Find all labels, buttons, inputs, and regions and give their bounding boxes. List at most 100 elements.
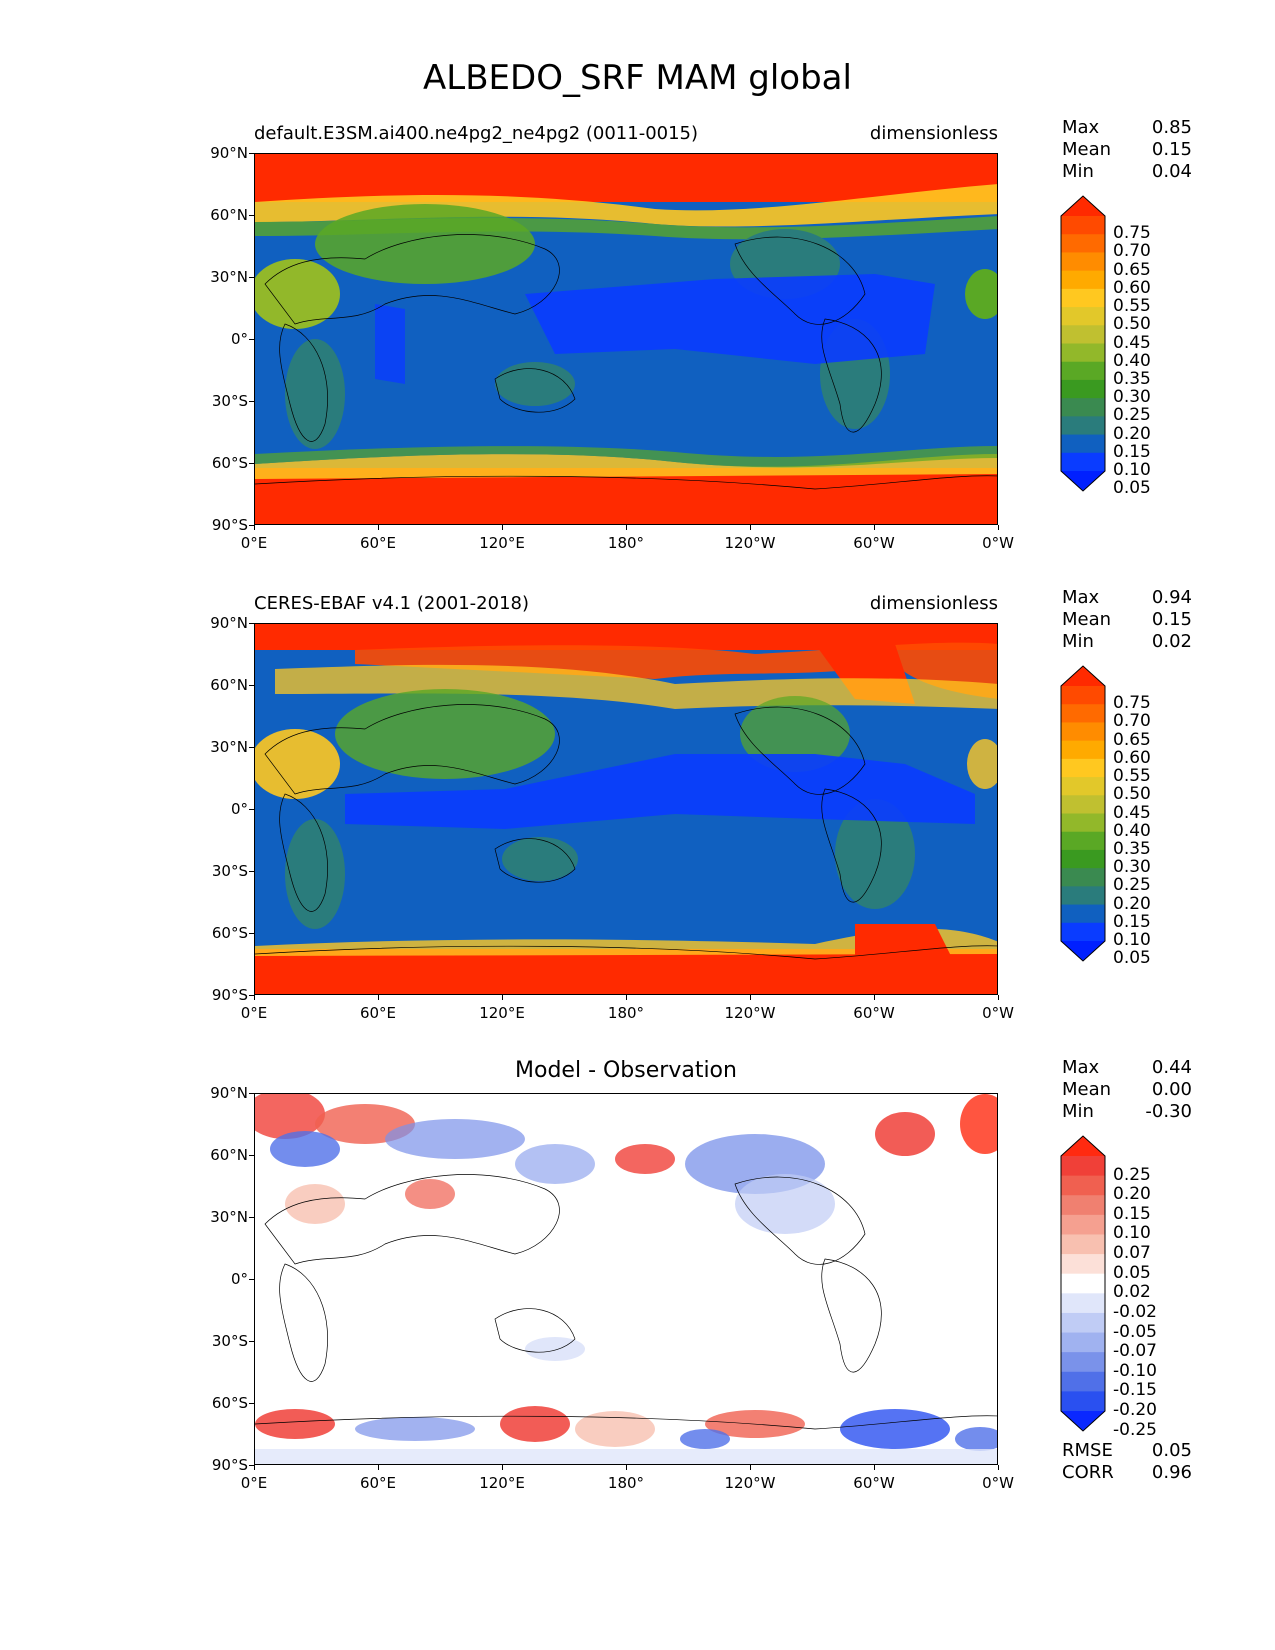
lon-tick-label: 180°	[607, 1474, 645, 1492]
stat-label: Min	[1062, 631, 1094, 652]
colorbar-tick-label: 0.40	[1113, 820, 1151, 841]
colorbar-swatch	[1061, 1312, 1105, 1334]
lon-tick-mark	[254, 1465, 255, 1470]
stat-value: 0.00	[1151, 1079, 1192, 1100]
colorbar-swatch	[1061, 1156, 1105, 1177]
lon-tick-mark	[626, 1465, 627, 1470]
colorbar-tick-label: 0.25	[1113, 875, 1151, 896]
colorbar-tick-label: 0.40	[1113, 350, 1151, 371]
stat-row: CORR 0.96	[1062, 1462, 1192, 1484]
map-obs-svg	[255, 624, 997, 994]
panel-title-left: default.E3SM.ai400.ne4pg2_ne4pg2 (0011-0…	[254, 123, 699, 144]
lon-tick-mark	[626, 995, 627, 1000]
lat-tick-label: 90°N	[210, 144, 248, 162]
stat-row: Mean 0.15	[1062, 609, 1192, 631]
colorbar-swatch	[1061, 740, 1105, 760]
colorbar-tick-label: 0.55	[1113, 296, 1151, 317]
colorbar-swatch	[1061, 795, 1105, 814]
colorbar-swatch	[1061, 686, 1105, 705]
lon-tick-mark	[998, 1465, 999, 1470]
lon-tick-mark	[254, 525, 255, 530]
colorbar-outline	[1060, 195, 1106, 492]
stat-label: CORR	[1062, 1462, 1114, 1483]
lat-tick-mark	[249, 1279, 254, 1280]
stat-label: Max	[1062, 587, 1100, 608]
lon-tick-label: 0°E	[240, 1474, 268, 1492]
colorbar-swatch	[1061, 1332, 1105, 1353]
lat-tick-label: 90°S	[211, 516, 248, 534]
lon-tick-label: 0°E	[240, 534, 268, 552]
lon-tick-mark	[378, 525, 379, 530]
colorbar-tick-label: 0.15	[1113, 1203, 1151, 1224]
stat-row: Min -0.30	[1062, 1101, 1192, 1123]
colorbar-tick-label: 0.05	[1113, 948, 1151, 969]
lat-tick-mark	[249, 277, 254, 278]
colorbar-tick-label: 0.65	[1113, 729, 1151, 750]
stat-value: 0.85	[1151, 117, 1192, 138]
stat-label: Mean	[1062, 609, 1112, 630]
lat-tick-label: 30°N	[210, 1208, 248, 1226]
lon-tick-label: 0°W	[982, 1474, 1014, 1492]
lon-tick-label: 120°E	[479, 1474, 525, 1492]
colorbar-swatch	[1061, 1195, 1105, 1216]
stat-row: Min 0.04	[1062, 161, 1192, 183]
colorbar-swatch	[1061, 1352, 1105, 1373]
colorbar-outline	[1060, 1135, 1106, 1432]
colorbar-swatch	[1061, 831, 1105, 851]
colorbar-swatch	[1061, 1214, 1105, 1235]
colorbar-tick-label: 0.15	[1113, 441, 1151, 462]
colorbar-tick-label: 0.07	[1113, 1243, 1151, 1264]
lon-tick-mark	[874, 525, 875, 530]
lon-tick-mark	[874, 1465, 875, 1470]
colorbar-tick-label: 0.60	[1113, 277, 1151, 298]
lon-tick-label: 180°	[607, 534, 645, 552]
lat-tick-mark	[249, 933, 254, 934]
lat-tick-label: 60°S	[211, 454, 248, 472]
stats-box: Max 0.44 Mean 0.00 Min -0.30	[1062, 1057, 1192, 1123]
colorbar-swatch	[1061, 452, 1105, 472]
lat-tick-mark	[249, 623, 254, 624]
colorbar-tick-label: 0.30	[1113, 857, 1151, 878]
lat-tick-label: 0°	[230, 1270, 248, 1288]
colorbar-tick-label: 0.05	[1113, 1262, 1151, 1283]
colorbar-tick-label: 0.45	[1113, 332, 1151, 353]
lon-tick-label: 120°W	[724, 1004, 776, 1022]
colorbar-swatch	[1061, 398, 1105, 417]
colorbar-extend-top	[1061, 666, 1105, 686]
stat-value: -0.30	[1145, 1101, 1192, 1122]
lat-tick-label: 60°S	[211, 1394, 248, 1412]
colorbar-swatch	[1061, 325, 1105, 344]
lat-tick-mark	[249, 1465, 254, 1466]
colorbar-swatch	[1061, 361, 1105, 381]
colorbar-tick-label: 0.35	[1113, 838, 1151, 859]
lon-tick-mark	[750, 1465, 751, 1470]
colorbar-tick-label: -0.20	[1113, 1400, 1157, 1420]
lon-tick-mark	[378, 995, 379, 1000]
stats-box: Max 0.94 Mean 0.15 Min 0.02	[1062, 587, 1192, 653]
lat-tick-mark	[249, 685, 254, 686]
colorbar-tick-label: 0.35	[1113, 368, 1151, 389]
colorbar-tick-label: 0.55	[1113, 766, 1151, 787]
lon-tick-mark	[626, 525, 627, 530]
lon-tick-mark	[502, 1465, 503, 1470]
colorbar-swatch	[1061, 904, 1105, 924]
lon-tick-label: 0°E	[240, 1004, 268, 1022]
colorbar-extend-top	[1061, 196, 1105, 216]
stat-row: Max 0.85	[1062, 117, 1192, 139]
colorbar-swatch	[1061, 343, 1105, 363]
lat-tick-mark	[249, 215, 254, 216]
lon-tick-label: 0°W	[982, 534, 1014, 552]
colorbar-tick-label: 0.02	[1113, 1282, 1151, 1303]
colorbar-swatch	[1061, 1293, 1105, 1314]
lon-tick-mark	[502, 995, 503, 1000]
colorbar-tick-label: 0.20	[1113, 893, 1151, 914]
stat-label: Mean	[1062, 1079, 1112, 1100]
colorbar-outline	[1060, 665, 1106, 962]
stat-label: Max	[1062, 1057, 1100, 1078]
lat-tick-label: 30°N	[210, 738, 248, 756]
colorbar-swatch	[1061, 288, 1105, 308]
panel-title-center: Model - Observation	[515, 1058, 737, 1083]
colorbar-tick-label: 0.75	[1113, 223, 1151, 244]
lon-tick-label: 60°E	[359, 1474, 397, 1492]
colorbar-extend-bottom	[1061, 471, 1105, 491]
